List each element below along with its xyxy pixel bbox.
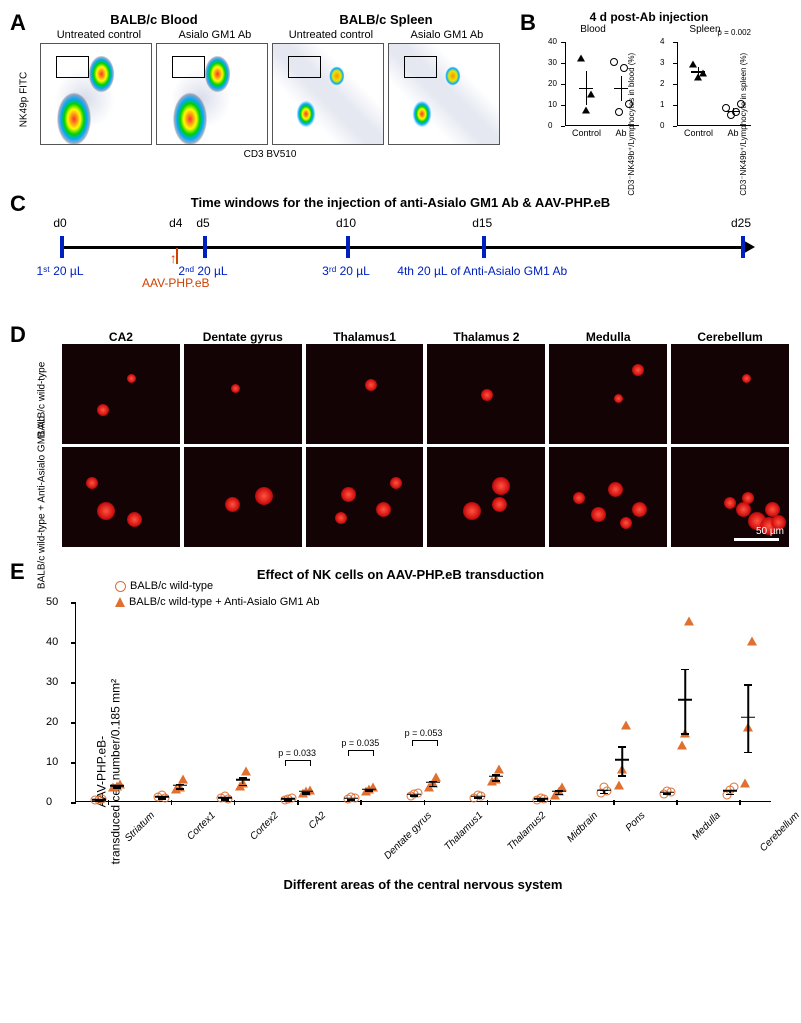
panel-b: 4 d post-Ab injection Blood CD3⁻NK49b⁺/L… bbox=[537, 10, 761, 170]
micrograph bbox=[306, 447, 424, 547]
x-category: Thalamus2 bbox=[505, 810, 548, 853]
axis-x-cd3: CD3 BV510 bbox=[38, 145, 502, 160]
micrograph bbox=[62, 447, 180, 547]
micrograph: 50 µm bbox=[671, 447, 789, 547]
x-category: Cerebellum bbox=[758, 810, 801, 854]
day-label: d10 bbox=[336, 216, 356, 230]
axis-x-label: Different areas of the central nervous s… bbox=[75, 877, 771, 892]
panel-c-title: Time windows for the injection of anti-A… bbox=[10, 195, 791, 210]
flow-sub-blood-1: Asialo GM1 Ab bbox=[179, 29, 252, 41]
p-value: p = 0.002 bbox=[717, 28, 751, 37]
flowplot bbox=[40, 43, 152, 145]
flowplot bbox=[156, 43, 268, 145]
flowplot bbox=[388, 43, 500, 145]
dotplot-ylabel: CD3⁻NK49b⁺/Lymphocytes in blood (%) bbox=[627, 52, 636, 195]
chart-e: BALB/c wild-type BALB/c wild-type + Anti… bbox=[75, 582, 771, 882]
injection-label: 2ⁿᵈ 20 µL bbox=[178, 264, 227, 278]
x-category: Striatum bbox=[122, 810, 156, 844]
column-header: Thalamus1 bbox=[304, 330, 426, 344]
dotplot-title: Blood bbox=[543, 24, 643, 35]
flow-header-spleen: BALB/c Spleen bbox=[270, 10, 502, 29]
micrograph bbox=[427, 344, 545, 444]
x-category: Thalamus1 bbox=[442, 810, 485, 853]
p-value: p = 0.053 bbox=[405, 728, 443, 738]
dotplot-blood: Blood CD3⁻NK49b⁺/Lymphocytes in blood (%… bbox=[543, 24, 643, 144]
panel-label-a: A bbox=[10, 10, 26, 36]
p-value: p = 0.035 bbox=[341, 738, 379, 748]
column-header: Cerebellum bbox=[669, 330, 791, 344]
micrograph bbox=[671, 344, 789, 444]
column-header: Dentate gyrus bbox=[182, 330, 304, 344]
x-category: Medulla bbox=[690, 810, 723, 843]
x-category: Pons bbox=[624, 810, 648, 834]
micrograph bbox=[549, 344, 667, 444]
axis-y-nk49p: NK49p FITC bbox=[19, 72, 30, 128]
axis-y-label: AAV-PHP.eB- transduced cell number/0.185… bbox=[95, 678, 123, 863]
p-value: p = 0.033 bbox=[278, 748, 316, 758]
aav-label: AAV-PHP.eB bbox=[142, 276, 210, 290]
micrograph bbox=[427, 447, 545, 547]
panel-label-e: E bbox=[10, 559, 25, 585]
flow-sub-spleen-1: Asialo GM1 Ab bbox=[411, 29, 484, 41]
panel-label-d: D bbox=[10, 322, 26, 348]
day-label: d0 bbox=[53, 216, 66, 230]
micrograph bbox=[306, 344, 424, 444]
dotplot-ylabel: CD3⁻NK49b⁺/Lymphocyte in spleen (%) bbox=[739, 52, 748, 195]
figure: A BALB/c Blood Untreated control Asialo … bbox=[10, 10, 791, 882]
timeline: d01ˢᵗ 20 µLAAV-PHP.eBd4d52ⁿᵈ 20 µLd103ʳᵈ… bbox=[60, 214, 741, 284]
day-label: d4 bbox=[169, 216, 182, 230]
x-category: Dentate gyrus bbox=[383, 810, 435, 862]
panel-b-title: 4 d post-Ab injection bbox=[537, 10, 761, 24]
x-category: CA2 bbox=[307, 810, 329, 832]
injection-label: 4th 20 µL of Anti-Asialo GM1 Ab bbox=[397, 264, 567, 278]
x-category: Midbrain bbox=[565, 810, 600, 845]
plot-area: AAV-PHP.eB- transduced cell number/0.185… bbox=[75, 602, 771, 802]
micrograph bbox=[184, 447, 302, 547]
micrograph bbox=[62, 344, 180, 444]
micrograph bbox=[184, 344, 302, 444]
column-header: Medulla bbox=[547, 330, 669, 344]
micrograph bbox=[549, 447, 667, 547]
injection-label: 3ʳᵈ 20 µL bbox=[322, 264, 370, 278]
dotplot-spleen: Spleen CD3⁻NK49b⁺/Lymphocyte in spleen (… bbox=[655, 24, 755, 144]
panel-label-c: C bbox=[10, 191, 26, 217]
day-label: d15 bbox=[472, 216, 492, 230]
panel-c: C Time windows for the injection of anti… bbox=[10, 195, 791, 325]
scalebar-text: 50 µm bbox=[756, 526, 784, 537]
column-header: Thalamus 2 bbox=[425, 330, 547, 344]
panel-row-ab: A BALB/c Blood Untreated control Asialo … bbox=[10, 10, 791, 170]
day-label: d5 bbox=[196, 216, 209, 230]
legend-series1: BALB/c wild-type bbox=[130, 580, 213, 592]
x-category: Cortex2 bbox=[248, 810, 281, 843]
injection-label: 1ˢᵗ 20 µL bbox=[37, 264, 84, 278]
flow-blood: BALB/c Blood Untreated control Asialo GM… bbox=[38, 10, 270, 145]
panel-label-b: B bbox=[520, 10, 536, 36]
panel-e: E Effect of NK cells on AAV-PHP.eB trans… bbox=[10, 567, 791, 882]
column-header: CA2 bbox=[60, 330, 182, 344]
flow-spleen: BALB/c Spleen Untreated control Asialo G… bbox=[270, 10, 502, 145]
flow-sub-spleen-0: Untreated control bbox=[289, 29, 373, 41]
x-category: Cortex1 bbox=[185, 810, 218, 843]
day-label: d25 bbox=[731, 216, 751, 230]
row-label: BALB/c wild-type + Anti-Asialo GM1 Ab bbox=[37, 416, 48, 589]
flowplot bbox=[272, 43, 384, 145]
panel-d: D CA2Dentate gyrusThalamus1Thalamus 2Med… bbox=[10, 330, 791, 547]
flow-sub-blood-0: Untreated control bbox=[57, 29, 141, 41]
flow-header-blood: BALB/c Blood bbox=[38, 10, 270, 29]
